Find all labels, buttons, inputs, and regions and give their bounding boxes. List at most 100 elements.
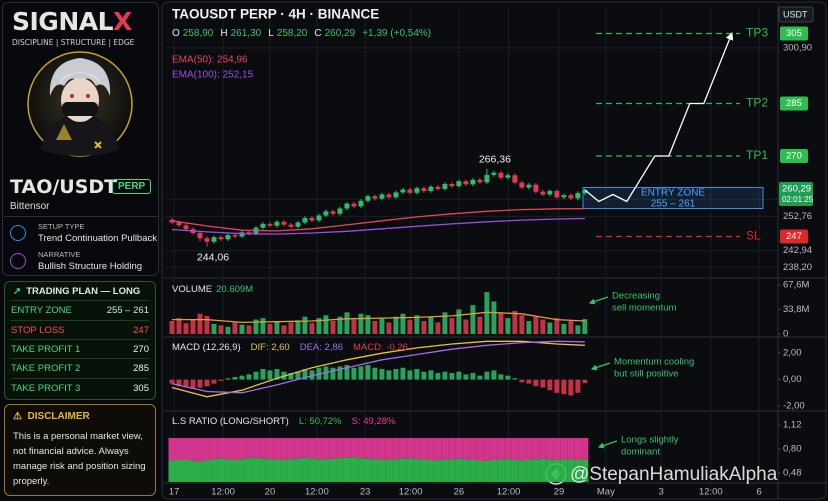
bar xyxy=(169,321,175,334)
stacked-bar xyxy=(567,438,575,460)
stacked-bar xyxy=(336,458,344,482)
symbol: TAO/USDT xyxy=(10,176,118,198)
stacked-bar xyxy=(343,457,351,482)
candle-body xyxy=(197,233,203,239)
bar xyxy=(232,376,238,380)
stacked-bar xyxy=(525,438,533,460)
annotation-arrow xyxy=(590,362,611,371)
y-tick-label: 0,80 xyxy=(783,444,802,455)
bar xyxy=(204,379,210,387)
candle-body xyxy=(547,191,553,195)
disclaimer-title: DISCLAIMER xyxy=(27,411,90,422)
ohlc: O 258,90 H 261,30 L 258,20 C 260,29 +1,39 (+0,54… xyxy=(172,28,431,39)
bar xyxy=(414,315,420,334)
y-tick-label: 242,94 xyxy=(783,245,812,256)
bar xyxy=(547,379,553,391)
stacked-bar xyxy=(574,438,582,460)
legend-entry: MACD: -0,26 xyxy=(353,342,408,353)
bar xyxy=(218,379,224,381)
bar xyxy=(239,324,245,334)
x-tick-label: 26 xyxy=(454,487,465,498)
stacked-bar xyxy=(252,438,260,458)
stacked-bar xyxy=(567,459,575,482)
stacked-bar xyxy=(364,458,372,482)
bar xyxy=(463,374,469,380)
bar xyxy=(323,315,329,334)
x-tick-label: 12:00 xyxy=(211,487,235,498)
annotation: Decreasing xyxy=(612,291,660,302)
candle-body xyxy=(330,211,336,214)
watermark: @StepanHamuliakAlpha xyxy=(570,464,778,485)
stacked-bar xyxy=(581,459,589,482)
bar xyxy=(554,318,560,334)
stacked-bar xyxy=(343,438,351,458)
stacked-bar xyxy=(245,438,253,459)
candle-body xyxy=(358,200,364,207)
bar xyxy=(288,373,294,380)
stacked-bar xyxy=(560,438,568,460)
stacked-bar xyxy=(357,458,365,482)
stacked-bar xyxy=(182,438,190,460)
bar xyxy=(575,379,581,393)
stacked-bar xyxy=(427,460,435,482)
bar xyxy=(428,316,434,334)
candle-body xyxy=(365,196,371,201)
candle-body xyxy=(316,215,322,221)
stacked-bar xyxy=(224,459,232,482)
stacked-bar xyxy=(308,458,316,482)
x-tick-label: 29 xyxy=(554,487,565,498)
plan-row: ENTRY ZONE 255 – 261 xyxy=(11,300,149,320)
pane-value: 20.609M xyxy=(216,284,253,295)
y-tick-label: 0,48 xyxy=(783,468,802,479)
ohlc-value: 258,90 xyxy=(183,28,214,39)
stacked-bar xyxy=(490,438,498,460)
candle-body xyxy=(526,184,532,188)
stacked-bar xyxy=(406,458,414,482)
candle-body xyxy=(372,196,378,199)
bar xyxy=(435,322,441,334)
stacked-bar xyxy=(329,438,337,459)
plan-label: TAKE PROFIT 2 xyxy=(11,363,81,374)
plan-value: 285 xyxy=(133,363,149,374)
plan-value: 255 – 261 xyxy=(106,305,149,316)
candle-body xyxy=(575,193,581,199)
bar xyxy=(519,315,525,334)
stacked-bar xyxy=(518,438,526,461)
bar xyxy=(407,370,413,380)
bar xyxy=(267,323,273,334)
bar xyxy=(183,323,189,334)
stacked-bar xyxy=(462,459,470,482)
projection-path xyxy=(584,32,734,203)
level-axis-value: 247 xyxy=(786,231,802,242)
annotation: Longs slightly xyxy=(621,435,679,446)
y-tick-label: 238,20 xyxy=(783,262,812,273)
x-tick-label: 12:00 xyxy=(399,487,423,498)
stacked-bar xyxy=(224,438,232,460)
y-tick-label: 0,00 xyxy=(783,374,802,385)
stacked-bar xyxy=(525,459,533,482)
level-label: TP3 xyxy=(746,26,768,40)
stacked-bar xyxy=(392,438,400,460)
plan-row: TAKE PROFIT 2 285 xyxy=(11,358,149,378)
bar xyxy=(575,325,581,334)
bar xyxy=(302,316,308,334)
bar xyxy=(316,318,322,334)
entry-zone-label: ENTRY ZONE xyxy=(641,188,705,199)
candle-body xyxy=(407,189,413,193)
bar xyxy=(302,369,308,380)
stacked-bar xyxy=(301,457,309,482)
y-tick-label: 67,6M xyxy=(783,280,809,291)
candle-body xyxy=(344,203,350,209)
stacked-bar xyxy=(497,438,505,460)
bar xyxy=(512,310,518,334)
stacked-bar xyxy=(245,458,253,482)
stacked-bar xyxy=(322,459,330,482)
bar xyxy=(274,321,280,334)
bar xyxy=(442,312,448,334)
bar xyxy=(176,318,182,334)
plan-header: ↗ TRADING PLAN — LONG xyxy=(13,286,141,297)
candle-body xyxy=(400,189,406,193)
stacked-bar xyxy=(168,460,176,482)
bar xyxy=(358,313,364,334)
level-axis-box xyxy=(780,96,808,111)
